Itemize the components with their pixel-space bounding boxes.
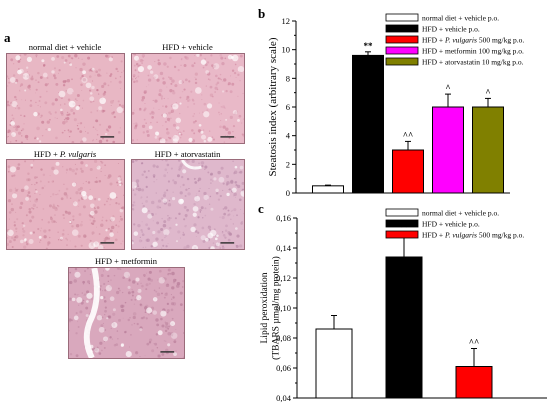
legend-swatch — [385, 24, 419, 33]
y-tick-label: 0,04 — [276, 393, 292, 403]
caption-hfd-atorvastatin: HFD + atorvastatin — [154, 149, 221, 159]
tissue-background — [132, 160, 244, 249]
y-tick-label: 0,12 — [276, 273, 291, 283]
legend-swatch — [385, 46, 419, 55]
legend-swatch — [385, 57, 419, 66]
caption-hfd-vehicle: HFD + vehicle — [162, 42, 213, 52]
bar — [352, 54, 384, 194]
histology-hfd-vehicle — [131, 53, 245, 144]
significance-mark: ^ — [445, 83, 450, 93]
y-axis-label: Lipid peroxidation — [260, 272, 270, 343]
panel-b-letter: b — [258, 6, 265, 21]
y-tick-label: 0 — [286, 188, 290, 198]
histology-hfd-atorvastatin — [131, 159, 245, 250]
caption-normal-diet: normal diet + vehicle — [28, 42, 102, 52]
caption-hfd-p-vulgaris: HFD + P. vulgaris — [33, 149, 97, 159]
significance-mark: ^^ — [403, 130, 413, 140]
bar — [315, 328, 353, 399]
scale-bar — [100, 242, 115, 244]
bar — [312, 185, 344, 194]
legend-swatch — [385, 230, 419, 239]
bar — [472, 106, 504, 194]
bar — [392, 149, 424, 194]
y-tick-label: 4 — [286, 131, 291, 141]
significance-mark: ^ — [485, 87, 490, 97]
histology-hfd-metformin — [68, 267, 185, 359]
legend-label: HFD + atorvastatin 10 mg/kg p.o. — [422, 58, 524, 67]
legend-swatch — [385, 35, 419, 44]
significance-mark: ** — [400, 222, 410, 232]
scale-bar — [220, 242, 235, 244]
legend-label: HFD + metformin 100 mg/kg p.o. — [422, 47, 524, 56]
panel-c-letter: c — [258, 201, 264, 216]
scale-bar — [220, 136, 235, 138]
legend-swatch — [385, 13, 419, 22]
y-axis-label: Steatosis index (arbitrary scale) — [267, 37, 279, 176]
y-tick-label: 0,08 — [276, 333, 291, 343]
scale-bar — [160, 351, 175, 353]
bar — [455, 366, 493, 399]
vessel-lumen — [83, 268, 100, 358]
y-tick-label: 8 — [286, 73, 290, 83]
significance-mark: ** — [364, 41, 374, 51]
significance-mark: ^^ — [469, 338, 479, 348]
y-tick-label: 0,10 — [276, 303, 291, 313]
legend-swatch — [385, 219, 419, 228]
histology-normal-diet — [6, 53, 125, 144]
y-tick-label: 10 — [282, 45, 291, 55]
caption-hfd-metformin: HFD + metformin — [95, 256, 157, 266]
y-axis-label: (TBARS µmol/mg protein) — [271, 256, 282, 360]
bar — [432, 106, 464, 194]
scale-bar — [100, 136, 115, 138]
legend-swatch — [385, 208, 419, 217]
legend-label: normal diet + vehicle p.o. — [422, 14, 499, 23]
legend-label: HFD + vehicle p.o. — [422, 25, 480, 34]
legend-label: HFD + P. vulgaris 500 mg/kg p.o. — [422, 36, 524, 45]
panel-a-letter: a — [4, 30, 11, 45]
legend-label: HFD + P. vulgaris 500 mg/kg p.o. — [422, 231, 524, 240]
y-tick-label: 6 — [286, 102, 290, 112]
y-tick-label: 12 — [282, 16, 291, 26]
y-tick-label: 0,06 — [276, 363, 291, 373]
y-tick-label: 0,16 — [276, 213, 291, 223]
histology-hfd-p-vulgaris — [6, 159, 125, 250]
legend-label: normal diet + vehicle p.o. — [422, 209, 499, 218]
y-tick-label: 0,14 — [276, 243, 292, 253]
vessel-lumen — [181, 160, 202, 170]
bar — [385, 256, 423, 399]
legend-label: HFD + vehicle p.o. — [422, 220, 480, 229]
y-tick-label: 2 — [286, 159, 290, 169]
